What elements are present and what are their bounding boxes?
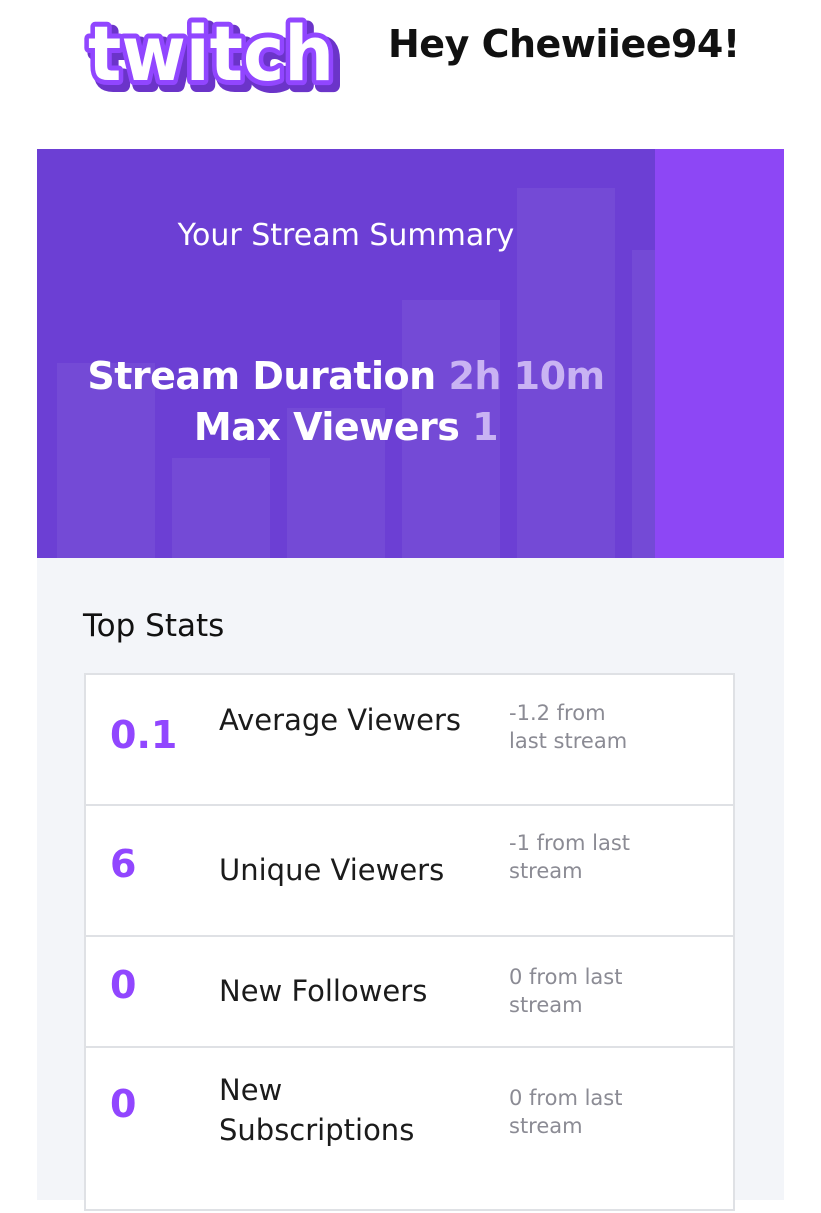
top-stats-table: 0.1 Average Viewers -1.2 from last strea…	[84, 673, 735, 1211]
stat-value: 0	[110, 963, 137, 1007]
stat-row-new-subscriptions: 0 New Subscriptions 0 from last stream	[86, 1048, 733, 1213]
stream-duration-value: 2h 10m	[448, 354, 605, 398]
decorative-bar	[402, 300, 500, 558]
stat-label: Average Viewers	[219, 703, 461, 737]
stat-row-average-viewers: 0.1 Average Viewers -1.2 from last strea…	[86, 675, 733, 806]
max-viewers-value: 1	[472, 405, 499, 449]
svg-text:twitch: twitch	[88, 9, 334, 98]
decorative-bar	[632, 250, 655, 558]
stat-label: New Followers	[219, 974, 428, 1008]
stream-duration-line: Stream Duration 2h 10m	[37, 354, 655, 398]
decorative-bar	[172, 458, 270, 558]
decorative-bar	[57, 363, 155, 558]
stat-change: -1.2 from last stream	[509, 701, 628, 753]
max-viewers-line: Max Viewers 1	[37, 405, 655, 449]
stat-value: 6	[110, 842, 137, 886]
decorative-bar	[517, 188, 615, 558]
stat-row-new-followers: 0 New Followers 0 from last stream	[86, 937, 733, 1048]
stat-label: New Subscriptions	[219, 1073, 415, 1147]
stat-change: 0 from last stream	[509, 965, 623, 1017]
stream-summary-banner: Your Stream Summary Stream Duration 2h 1…	[37, 149, 784, 558]
stat-change: -1 from last stream	[509, 831, 631, 883]
stream-duration-label: Stream Duration	[87, 354, 436, 398]
max-viewers-label: Max Viewers	[193, 405, 460, 449]
twitch-logo: twitch twitch	[83, 6, 344, 98]
decorative-bar	[287, 408, 385, 558]
stat-value: 0.1	[110, 713, 178, 757]
greeting-text: Hey Chewiiee94!	[388, 22, 740, 66]
stat-value: 0	[110, 1082, 137, 1126]
top-stats-section: Top Stats 0.1 Average Viewers -1.2 from …	[37, 558, 784, 1211]
top-stats-title: Top Stats	[83, 608, 225, 644]
stream-summary-panel: Your Stream Summary Stream Duration 2h 1…	[37, 149, 655, 558]
stat-label: Unique Viewers	[219, 853, 445, 887]
stat-row-unique-viewers: 6 Unique Viewers -1 from last stream	[86, 806, 733, 937]
stat-change: 0 from last stream	[509, 1086, 623, 1138]
svg-text:twitch: twitch	[93, 14, 339, 98]
stream-summary-heading: Your Stream Summary	[177, 218, 515, 253]
